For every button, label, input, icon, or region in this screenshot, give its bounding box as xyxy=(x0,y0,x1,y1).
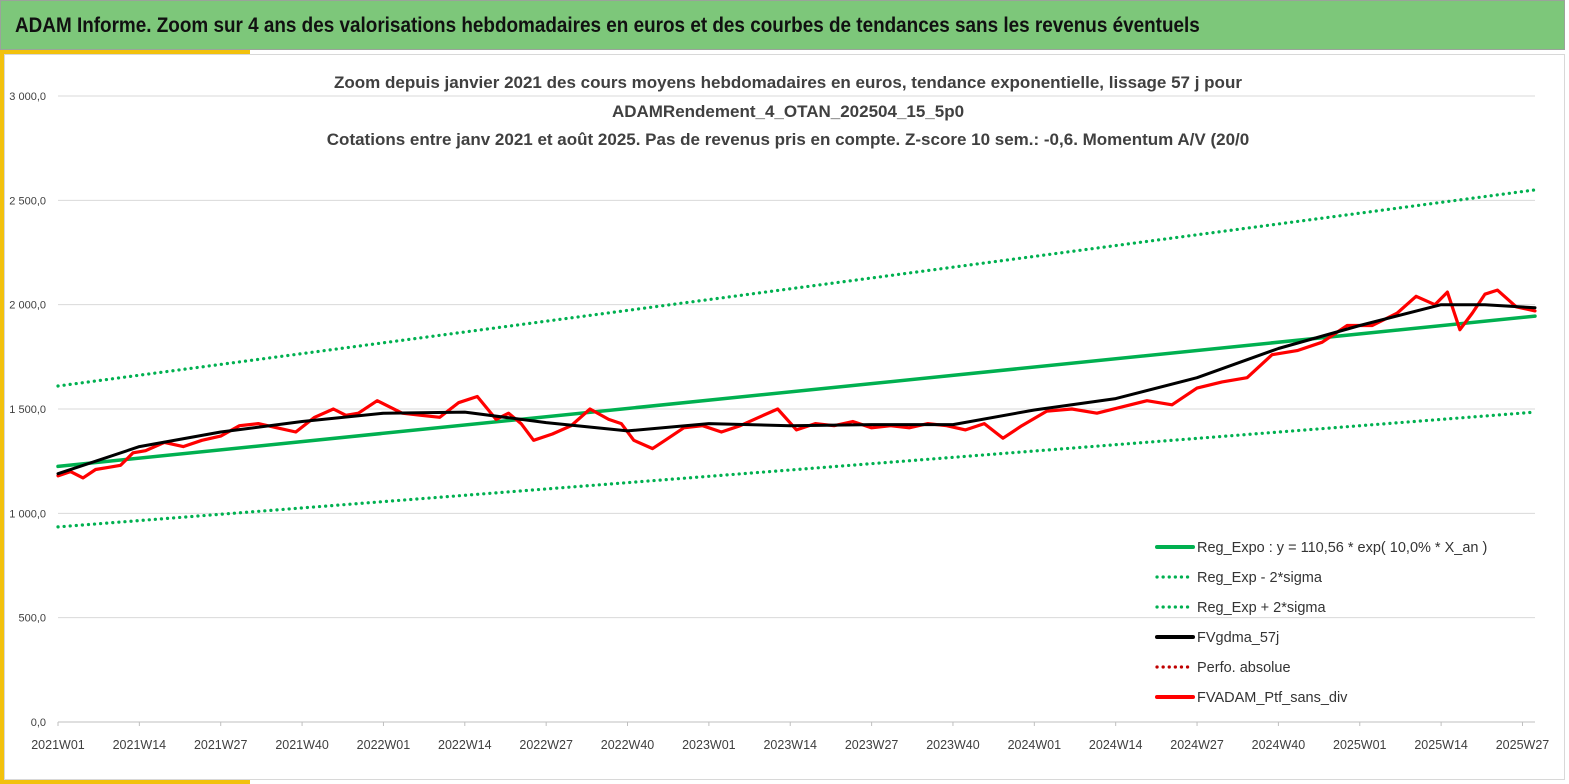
y-tick-label: 500,0 xyxy=(18,613,46,625)
series xyxy=(56,188,1537,529)
chart-title-line-3: Cotations entre janv 2021 et août 2025. … xyxy=(327,130,1249,149)
y-tick-label: 1 500,0 xyxy=(9,404,46,416)
chart-title-line-1: Zoom depuis janvier 2021 des cours moyen… xyxy=(334,73,1242,92)
x-tick-label: 2021W40 xyxy=(275,738,329,752)
x-tick-label: 2022W40 xyxy=(601,738,655,752)
x-tick-label: 2023W27 xyxy=(845,738,899,752)
x-tick-label: 2022W14 xyxy=(438,738,492,752)
legend-label: Reg_Exp - 2*sigma xyxy=(1197,570,1323,586)
x-tick-label: 2024W14 xyxy=(1089,738,1143,752)
y-tick-label: 3 000,0 xyxy=(9,91,46,103)
accent-bar-top xyxy=(0,50,250,54)
x-tick-label: 2021W01 xyxy=(31,738,85,752)
legend-label: FVgdma_57j xyxy=(1197,630,1279,646)
series-fvadam-ptf-sans-div xyxy=(56,288,1537,480)
chart-frame xyxy=(4,54,1565,780)
page-title: ADAM Informe. Zoom sur 4 ans des valoris… xyxy=(15,14,1200,37)
accent-bar-left xyxy=(0,54,4,784)
accent-bar-bottom xyxy=(0,779,250,784)
x-tick-label: 2021W27 xyxy=(194,738,248,752)
y-tick-label: 0,0 xyxy=(31,717,46,729)
series-fvgdma-57j xyxy=(56,303,1537,476)
x-tick-label: 2024W40 xyxy=(1252,738,1306,752)
x-tick-label: 2023W01 xyxy=(682,738,736,752)
chart-title-line-2: ADAMRendement_4_OTAN_202504_15_5p0 xyxy=(612,102,964,121)
x-tick-label: 2021W14 xyxy=(113,738,167,752)
header-banner: ADAM Informe. Zoom sur 4 ans des valoris… xyxy=(0,0,1565,50)
x-tick-label: 2023W14 xyxy=(763,738,817,752)
x-tick-label: 2025W14 xyxy=(1414,738,1468,752)
legend-label: Reg_Expo : y = 110,56 * exp( 10,0% * X_a… xyxy=(1197,540,1487,556)
y-tick-label: 1 000,0 xyxy=(9,508,46,520)
legend-label: Perfo. absolue xyxy=(1197,660,1291,676)
legend-label: Reg_Exp + 2*sigma xyxy=(1197,600,1326,616)
series-reg-expo xyxy=(56,314,1537,469)
x-tick-label: 2023W40 xyxy=(926,738,980,752)
axes: 0,0 500,0 1 000,0 1 500,0 2 000,0 2 500,0 3 00… xyxy=(9,91,1549,752)
legend-label: FVADAM_Ptf_sans_div xyxy=(1197,690,1348,706)
x-tick-label: 2022W01 xyxy=(357,738,411,752)
x-tick-label: 2024W01 xyxy=(1008,738,1062,752)
legend: Reg_Expo : y = 110,56 * exp( 10,0% * X_a… xyxy=(1155,540,1487,706)
x-tick-label: 2024W27 xyxy=(1170,738,1224,752)
series-reg-exp-plus-2sigma xyxy=(56,188,1537,388)
x-tick-label: 2025W27 xyxy=(1496,738,1550,752)
grid xyxy=(58,95,1535,723)
x-tick-label: 2025W01 xyxy=(1333,738,1387,752)
y-tick-label: 2 000,0 xyxy=(9,300,46,312)
x-tick-label: 2022W27 xyxy=(519,738,573,752)
y-tick-label: 2 500,0 xyxy=(9,195,46,207)
